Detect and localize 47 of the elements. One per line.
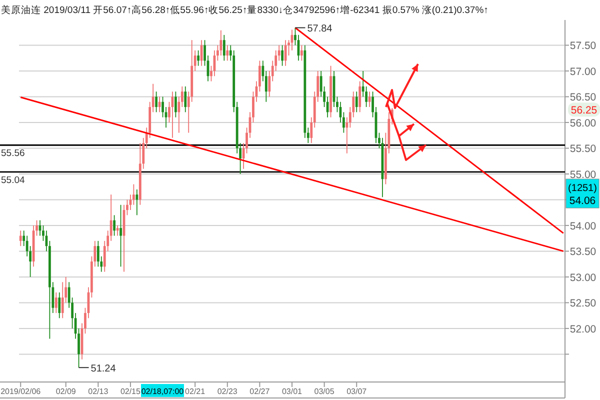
x-tick-label: 03/07: [346, 387, 368, 396]
y-tick-label: 55.50: [570, 143, 596, 156]
text: 02/18,07:00: [141, 387, 184, 396]
ref-line-label: 55.04: [1, 174, 25, 186]
chart-title: 美原油连 2019/03/11 开56.07↑高56.28↑低55.96↑收56.25↑量8330↓仓34792596↑增-62341 振0.57% 涨(0.21)0.37%↑: [1, 4, 488, 16]
x-tick-label: 02/21: [185, 387, 206, 396]
y-tick-label: 53.00: [570, 272, 596, 284]
candlestick: [120, 204, 122, 268]
x-tick-label: 02/15: [120, 387, 142, 396]
annotation: 57.84: [307, 24, 333, 35]
candlestick: [155, 91, 158, 113]
candlestick: [197, 50, 200, 66]
candlestick: [184, 86, 187, 113]
candlestick: [222, 34, 226, 62]
y-tick-label: 55.00: [570, 168, 596, 181]
x-tick-label: 2019/02/06: [0, 387, 42, 396]
candlestick: [281, 44, 284, 66]
x-tick-label: 02/13: [88, 387, 109, 396]
text: (1251): [568, 183, 597, 194]
y-tick-label: 52.00: [570, 323, 596, 336]
y-tick-label: 54.00: [570, 220, 596, 232]
x-tick-label: 02/09: [56, 387, 76, 396]
y-tick-label: 52.50: [570, 298, 596, 310]
y-tick-label: 53.50: [570, 246, 596, 258]
x-tick-label: 02/27: [250, 387, 270, 396]
text: 54.06: [569, 195, 596, 207]
candlestick: [300, 44, 303, 62]
text: 56.25: [570, 104, 598, 117]
annotation: 51.24: [90, 364, 116, 375]
candlestick: [113, 214, 116, 236]
y-tick-label: 57.50: [570, 40, 596, 52]
candlestick: [355, 91, 358, 113]
candlestick: [19, 230, 22, 247]
candlestick: [58, 292, 61, 319]
y-tick-label: 57.00: [570, 66, 596, 78]
candlestick: [136, 188, 138, 216]
y-tick-label: 56.50: [570, 92, 596, 104]
candlestick: [226, 44, 229, 62]
candlestick: [174, 91, 177, 118]
ref-line-label: 55.56: [1, 148, 25, 160]
x-tick-label: 03/01: [282, 387, 303, 396]
x-tick-label: 03/05: [314, 387, 335, 396]
candlestick: [368, 91, 371, 108]
x-tick-label: 02/23: [217, 387, 238, 396]
candlestick: [54, 292, 58, 314]
y-tick-label: 56.00: [570, 117, 596, 130]
candlestick: [358, 80, 362, 113]
